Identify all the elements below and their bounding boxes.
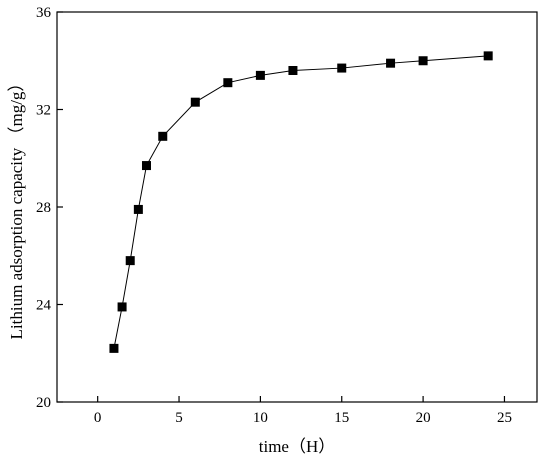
y-tick-label: 24 [36, 298, 52, 314]
x-tick-label: 5 [175, 410, 183, 426]
data-point [109, 343, 119, 353]
data-point [255, 70, 265, 80]
x-tick-label: 0 [94, 410, 102, 426]
data-point [158, 131, 168, 141]
x-tick-label: 25 [497, 410, 512, 426]
data-point [117, 302, 127, 312]
data-point [190, 97, 200, 107]
data-point [483, 51, 493, 61]
data-point [141, 161, 151, 171]
series-line [113, 55, 489, 349]
x-axis-ticks: 0 5 10 15 20 25 [94, 396, 512, 426]
y-tick-label: 36 [36, 5, 52, 21]
y-tick-label: 28 [36, 200, 51, 216]
data-point [133, 204, 143, 214]
x-tick-label: 20 [416, 410, 431, 426]
x-tick-label: 10 [253, 410, 268, 426]
y-tick-label: 20 [36, 395, 51, 411]
data-point [223, 78, 233, 88]
data-point [386, 58, 396, 68]
series-group [109, 51, 493, 353]
x-axis-label: time（H） [259, 437, 336, 456]
y-axis-label: Lithium adsorption capacity （mg/g） [7, 75, 26, 340]
x-tick-label: 15 [334, 410, 349, 426]
data-point [125, 256, 135, 266]
data-point [418, 56, 428, 66]
y-axis-ticks: 20 24 28 32 36 [36, 5, 63, 411]
data-point [337, 63, 347, 73]
y-tick-label: 32 [36, 103, 51, 119]
data-point [288, 66, 298, 75]
